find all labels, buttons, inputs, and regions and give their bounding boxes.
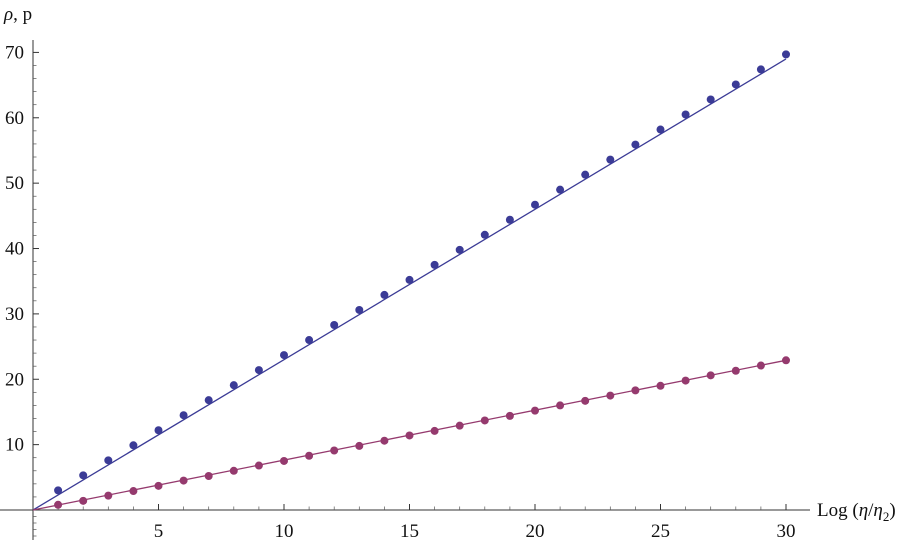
series-1-point [129, 441, 138, 450]
series-2-point [254, 461, 263, 470]
series-1-point [756, 65, 765, 74]
y-tick-label: 10 [5, 435, 24, 456]
series-1-point [531, 200, 539, 209]
y-axis-title-rho: ρ [3, 4, 13, 25]
series-1-fit-line [32, 58, 787, 511]
x-axis-title-prefix: Log ( [817, 500, 859, 521]
y-axis-title: ρ, p [3, 4, 32, 25]
y-tick-label: 20 [5, 369, 24, 390]
labels: 5 10 15 20 25 30 10 20 30 40 50 60 70 [5, 42, 796, 542]
series-2-point [305, 451, 314, 460]
series-2-point [631, 386, 640, 395]
series-1-point [405, 275, 414, 284]
series-1-point [355, 305, 364, 314]
series-1-point [731, 80, 740, 89]
series-1-point [204, 396, 213, 405]
series-2-point [405, 431, 414, 440]
series-1-point [254, 366, 263, 375]
series-1-point [631, 140, 640, 149]
series-2-point [706, 371, 715, 380]
series-1-point [79, 471, 88, 480]
x-tick-label: 15 [400, 521, 419, 542]
y-tick-label: 60 [5, 108, 24, 129]
series-2-point [129, 487, 138, 496]
series-1-point [581, 170, 590, 179]
series-2-point [756, 361, 765, 370]
x-tick-label: 20 [526, 521, 545, 542]
series-1-point [154, 426, 163, 435]
series-layer [32, 50, 790, 511]
series-1-point [305, 336, 314, 345]
x-axis-title-sub: 2 [883, 509, 890, 524]
series-1-point [606, 155, 615, 164]
series-1-point [480, 230, 489, 239]
x-tick-label: 30 [777, 521, 796, 542]
y-axis-title-sep: , [13, 4, 23, 25]
series-2-point [104, 491, 113, 500]
axes [0, 40, 810, 540]
series-2-point [782, 356, 790, 365]
series-2-point [455, 421, 464, 430]
series-2-point [54, 500, 63, 509]
series-2-point [480, 416, 489, 425]
series-2-point [531, 406, 539, 415]
y-tick-label: 30 [5, 304, 24, 325]
series-2-point [656, 381, 665, 390]
series-2-point [606, 391, 615, 400]
series-1-point [556, 185, 565, 194]
series-1-point [706, 95, 715, 104]
series-1-point [104, 456, 113, 465]
series-1-point [455, 245, 464, 254]
series-1-point [380, 290, 389, 299]
x-axis-title-den: η [873, 500, 882, 521]
y-tick-label: 40 [5, 239, 24, 260]
series-2-point [505, 411, 514, 420]
series-2-point [229, 466, 238, 475]
series-2-point [154, 481, 163, 490]
series-2-point [330, 446, 339, 455]
series-1-point [54, 486, 63, 495]
series-1-point [681, 110, 690, 119]
series-1-point [430, 260, 439, 269]
series-2-point [556, 401, 565, 410]
series-1-point [656, 125, 665, 134]
series-2 [32, 356, 790, 511]
x-tick-label: 10 [275, 521, 294, 542]
y-tick-label: 70 [5, 42, 24, 63]
series-1-point [505, 215, 514, 224]
series-2-point [731, 366, 740, 375]
series-2-point [355, 441, 364, 450]
series-1-point [179, 411, 188, 420]
series-1-point [782, 50, 790, 59]
y-tick-label: 50 [5, 173, 24, 194]
series-2-point [581, 396, 590, 405]
x-tick-label: 25 [651, 521, 670, 542]
series-2-point [179, 476, 188, 485]
x-axis-title: Log (η/η2) [817, 500, 896, 524]
series-2-point [430, 426, 439, 435]
series-2-point [380, 436, 389, 445]
x-axis-title-suffix: ) [889, 500, 895, 521]
series-1-point [280, 351, 288, 360]
series-2-point [204, 472, 213, 481]
series-2-point [681, 376, 690, 385]
x-axis-title-slash: / [868, 500, 874, 521]
x-axis-title-num: η [859, 500, 868, 521]
series-2-point [79, 496, 88, 505]
series-1 [32, 50, 790, 511]
series-1-point [229, 381, 238, 390]
series-1-point [330, 321, 339, 330]
y-axis-title-p: p [23, 4, 33, 25]
series-2-point [280, 456, 288, 465]
x-tick-label: 5 [154, 521, 164, 542]
